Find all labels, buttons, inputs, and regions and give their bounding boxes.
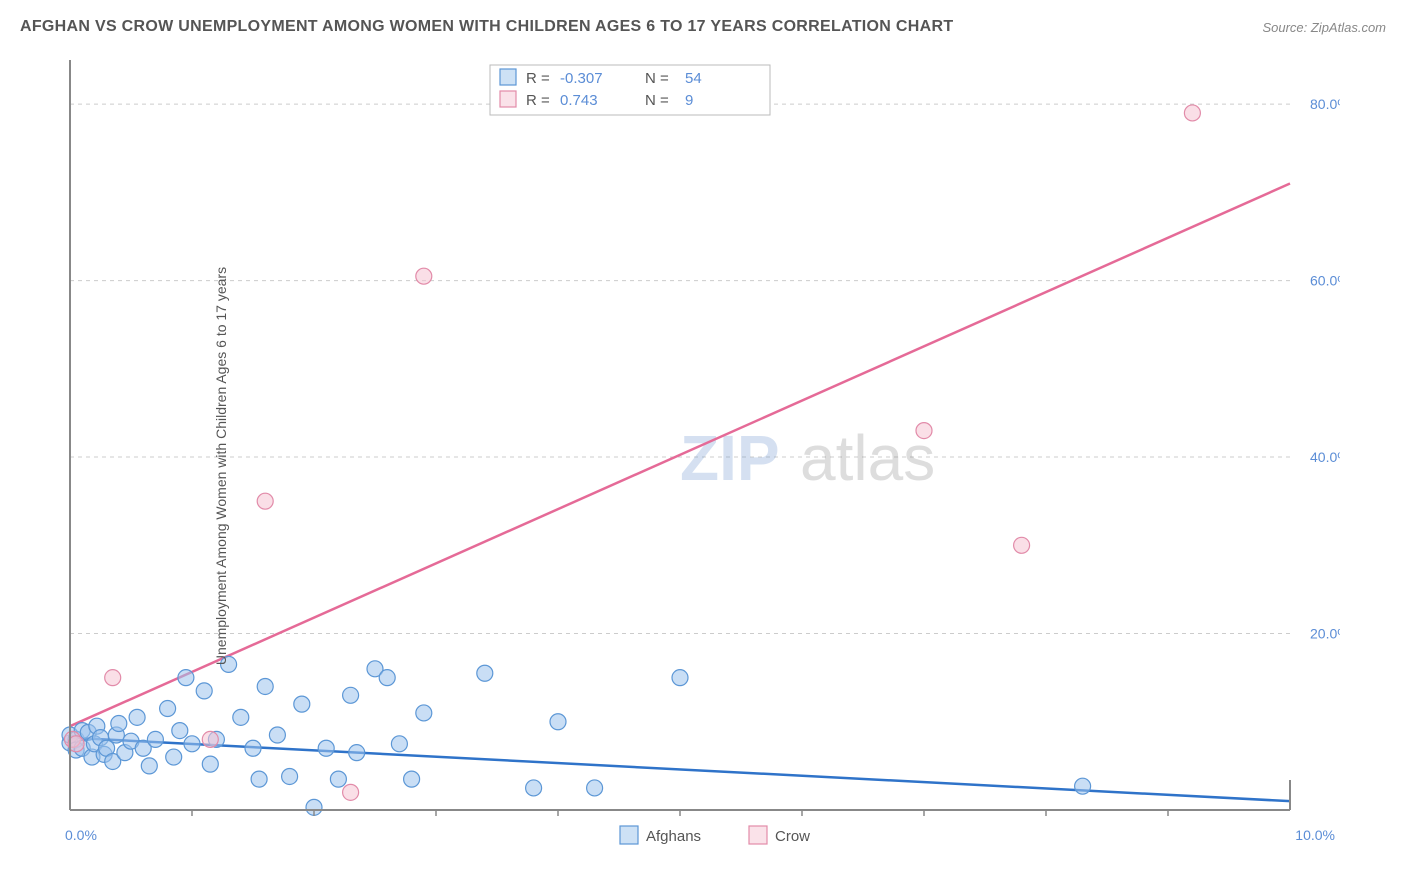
afghans-point — [202, 756, 218, 772]
y-tick-label: 60.0% — [1310, 273, 1340, 289]
chart-title: AFGHAN VS CROW UNEMPLOYMENT AMONG WOMEN … — [20, 18, 953, 36]
source-label: Source: ZipAtlas.com — [1262, 20, 1386, 35]
afghans-point — [196, 683, 212, 699]
x-tick-label: 0.0% — [65, 827, 97, 843]
legend-swatch-pink — [500, 91, 516, 107]
afghans-point — [251, 771, 267, 787]
crow-trendline — [70, 184, 1290, 727]
afghans-point — [330, 771, 346, 787]
legend-swatch-blue — [500, 69, 516, 85]
crow-point — [257, 493, 273, 509]
afghans-point — [111, 716, 127, 732]
legend-n-value: 54 — [685, 70, 702, 87]
y-tick-label: 20.0% — [1310, 626, 1340, 642]
series-swatch-pink — [749, 826, 767, 844]
afghans-point — [343, 687, 359, 703]
svg-text:atlas: atlas — [800, 422, 935, 494]
watermark: ZIPatlas — [680, 422, 935, 494]
afghans-point — [233, 709, 249, 725]
legend-r-label: R = — [526, 70, 550, 87]
afghans-point — [416, 705, 432, 721]
crow-point — [416, 268, 432, 284]
legend-r-label: R = — [526, 92, 550, 109]
series-label: Afghans — [646, 828, 701, 845]
legend-r-value: -0.307 — [560, 70, 603, 87]
legend-n-value: 9 — [685, 92, 693, 109]
afghans-point — [129, 709, 145, 725]
afghans-point — [404, 771, 420, 787]
afghans-point — [587, 780, 603, 796]
afghans-point — [166, 749, 182, 765]
y-axis-label: Unemployment Among Women with Children A… — [213, 267, 229, 665]
crow-point — [916, 423, 932, 439]
afghans-point — [141, 758, 157, 774]
legend-r-value: 0.743 — [560, 92, 598, 109]
afghans-point — [477, 665, 493, 681]
afghans-point — [147, 731, 163, 747]
crow-point — [1014, 537, 1030, 553]
afghans-point — [178, 670, 194, 686]
afghans-point — [550, 714, 566, 730]
x-tick-label: 10.0% — [1295, 827, 1335, 843]
afghans-point — [526, 780, 542, 796]
y-tick-label: 80.0% — [1310, 96, 1340, 112]
y-tick-label: 40.0% — [1310, 449, 1340, 465]
afghans-point — [184, 736, 200, 752]
afghans-point — [172, 723, 188, 739]
afghans-point — [282, 768, 298, 784]
afghans-point — [245, 740, 261, 756]
correlation-chart: 20.0% 40.0% 60.0% 80.0% ZIPatlas 0.0% 10.0% R =… — [50, 50, 1340, 870]
afghans-point — [269, 727, 285, 743]
series-swatch-blue — [620, 826, 638, 844]
crow-point — [202, 731, 218, 747]
afghans-point — [391, 736, 407, 752]
series-label: Crow — [775, 828, 810, 845]
afghans-point — [160, 701, 176, 717]
afghans-point — [672, 670, 688, 686]
legend-n-label: N = — [645, 70, 669, 87]
crow-point — [343, 784, 359, 800]
legend-n-label: N = — [645, 92, 669, 109]
afghans-point — [318, 740, 334, 756]
afghans-point — [349, 745, 365, 761]
afghans-point — [257, 678, 273, 694]
crow-point — [1184, 105, 1200, 121]
afghans-point — [379, 670, 395, 686]
afghans-point — [294, 696, 310, 712]
crow-point — [105, 670, 121, 686]
afghans-point — [1075, 778, 1091, 794]
